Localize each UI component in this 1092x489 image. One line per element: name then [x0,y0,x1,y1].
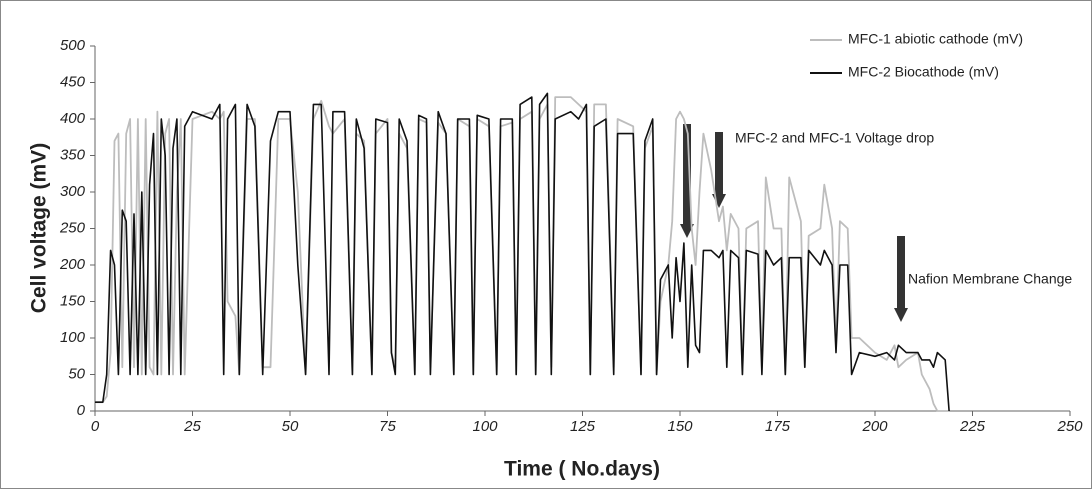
annotation: Nafion Membrane Change [908,271,1072,287]
x-tick-label: 0 [91,418,100,435]
x-tick-label: 125 [570,418,596,435]
y-tick-label: 150 [60,292,86,309]
annotation: MFC-2 and MFC-1 Voltage drop [735,130,934,146]
series-line [95,92,950,412]
arrow-head [894,308,908,322]
x-tick-label: 25 [183,418,201,435]
arrow-head [712,194,726,208]
x-tick-label: 175 [765,418,791,435]
y-tick-label: 300 [60,183,86,200]
arrow-head [680,224,694,238]
x-tick-label: 225 [959,418,986,435]
x-tick-label: 50 [282,418,299,435]
x-tick-label: 100 [472,418,498,435]
arrow-shaft [715,132,723,194]
x-tick-label: 200 [861,418,888,435]
x-tick-label: 250 [1056,418,1083,435]
y-tick-label: 500 [60,37,86,54]
y-tick-label: 450 [60,73,86,90]
y-tick-label: 250 [59,219,86,236]
y-tick-label: 100 [60,329,86,346]
x-tick-label: 150 [667,418,693,435]
legend-label: MFC-2 Biocathode (mV) [848,64,999,80]
y-tick-label: 400 [60,110,86,127]
arrows [680,124,908,322]
arrow-shaft [683,124,691,224]
y-tick-label: 0 [77,402,86,419]
y-axis-title: Cell voltage (mV) [28,143,51,313]
y-tick-label: 200 [59,256,86,273]
x-tick-label: 75 [379,418,396,435]
y-tick-label: 350 [60,146,86,163]
x-axis-title: Time ( No.days) [504,458,660,481]
legend-label: MFC-1 abiotic cathode (mV) [848,31,1023,47]
arrow-shaft [897,236,905,308]
y-tick-label: 50 [68,365,85,382]
